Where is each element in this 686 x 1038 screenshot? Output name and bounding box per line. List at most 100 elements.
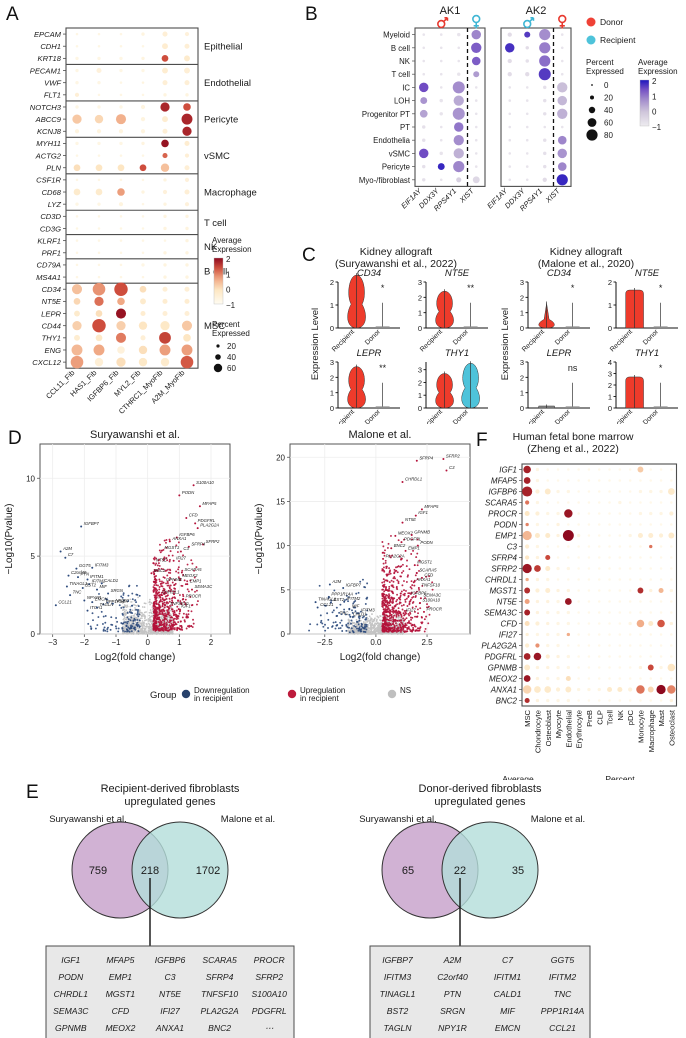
panel-d-gene-label-down: PTN xyxy=(81,572,90,577)
panel-a-dot xyxy=(119,239,123,242)
panel-d-point-down xyxy=(136,619,139,621)
panel-f-dot xyxy=(636,685,645,694)
panel-d-point-ns xyxy=(347,632,350,635)
panel-d-point-up xyxy=(189,595,192,598)
panel-a-dot xyxy=(184,202,190,207)
panel-f-dot xyxy=(577,633,580,636)
panel-d-point-ns xyxy=(347,624,350,627)
female-icon xyxy=(472,14,481,24)
panel-d-point-up xyxy=(390,534,392,537)
panel-f-color-legend-title: Average xyxy=(502,774,534,780)
panel-f-dot xyxy=(628,479,632,482)
panel-d-point-up xyxy=(191,626,194,629)
panel-b-dot xyxy=(508,152,512,155)
panel-a-dot xyxy=(97,239,101,242)
panel-b-dot xyxy=(524,31,531,38)
panel-d-point-up xyxy=(169,558,171,561)
panel-d-point-up xyxy=(163,606,166,609)
panel-a-gene-label: PLN xyxy=(46,164,61,173)
panel-b-dot xyxy=(557,82,568,93)
panel-b-dot xyxy=(525,165,529,168)
panel-b-dot xyxy=(453,148,464,159)
panel-d-point-up xyxy=(402,617,405,620)
panel-d-gene-label-down: IFITM2 xyxy=(92,579,106,584)
panel-d-point-down xyxy=(136,613,139,616)
panel-d-point-up xyxy=(158,628,160,631)
panel-f-dot xyxy=(649,523,653,526)
panel-d-gene-label-down: A2M xyxy=(331,579,341,584)
panel-a-dot xyxy=(181,344,193,356)
panel-d-point-up xyxy=(169,584,172,587)
panel-d-point-up xyxy=(414,594,417,597)
panel-d-point-up xyxy=(183,619,186,622)
panel-d-point-ns xyxy=(392,632,395,635)
panel-d-point-down xyxy=(345,629,348,632)
panel-d-point-ns xyxy=(149,609,152,611)
panel-b-dot xyxy=(456,177,462,183)
panel-d-point-down xyxy=(354,610,357,613)
panel-f-dot xyxy=(546,511,550,516)
panel-d-point-up xyxy=(393,614,396,617)
panel-f-dot xyxy=(618,545,622,548)
panel-d-point-up xyxy=(190,559,193,562)
panel-e-gene-name: IGFBP6 xyxy=(155,955,186,965)
panel-d-point-up xyxy=(160,582,163,585)
panel-d-point-down xyxy=(354,606,357,609)
panel-f-dot xyxy=(597,611,601,614)
panel-d-point-up xyxy=(155,606,158,609)
panel-d-point-ns xyxy=(358,624,361,627)
panel-c-xaxis-label: Recipient xyxy=(331,328,356,353)
panel-a-dot xyxy=(163,263,167,267)
panel-a-dot xyxy=(119,141,123,146)
panel-c-violin xyxy=(653,302,668,328)
panel-d-point-up xyxy=(155,602,158,605)
panel-f-dot xyxy=(567,523,570,526)
panel-d-point-down xyxy=(131,598,134,601)
panel-d-point-up xyxy=(407,626,410,628)
panel-d-point-ns xyxy=(130,620,133,623)
panel-f-dot xyxy=(618,523,622,526)
panel-f-gene-label: IFI27 xyxy=(499,631,518,640)
panel-c-xaxis-label: Recipient xyxy=(521,328,546,353)
panel-a-dot xyxy=(140,129,146,134)
panel-d-point-up xyxy=(391,608,394,611)
panel-d-point-up xyxy=(153,596,156,599)
panel-d-point-up xyxy=(412,626,415,629)
panel-f-dot xyxy=(670,545,673,548)
panel-a-dot xyxy=(74,92,80,97)
panel-d-point-ns xyxy=(143,621,145,624)
panel-e-gene-name: IGFBP7 xyxy=(382,955,414,965)
panel-d-point-up xyxy=(159,543,161,546)
panel-f-dot xyxy=(556,588,560,593)
panel-d-point-ns xyxy=(162,633,165,635)
panel-d-point-down xyxy=(352,631,355,634)
panel-d-point-down xyxy=(357,612,360,615)
panel-c-flat-base xyxy=(565,406,580,408)
panel-f-gene-label: IGF1 xyxy=(499,466,517,475)
panel-d-point-ns xyxy=(148,627,151,630)
panel-f-dot xyxy=(670,556,673,559)
panel-a-dot xyxy=(162,311,168,317)
panel-e-letter: E xyxy=(26,782,39,803)
panel-d-point-up xyxy=(397,612,400,615)
panel-f-dot xyxy=(658,587,664,594)
panel-e-set-b-label: Malone et al. xyxy=(531,814,585,825)
panel-d-point-down xyxy=(347,596,350,599)
panel-d-point-up xyxy=(170,588,173,591)
panel-d-point-down xyxy=(124,621,127,624)
panel-f-dot xyxy=(659,644,663,647)
panel-e-gene-name: TAGLN xyxy=(383,1023,412,1033)
panel-b-celltype-label: Endothelia xyxy=(373,136,411,145)
panel-c-ytick-label: 1 xyxy=(608,393,612,402)
panel-d-gene-label-up: SFRP2 xyxy=(206,539,220,544)
panel-f-dot xyxy=(556,676,560,681)
panel-b-dot xyxy=(452,81,465,94)
panel-f-dot xyxy=(524,598,530,605)
panel-d-point-up xyxy=(427,622,430,625)
panel-d-point-up xyxy=(411,629,413,632)
panel-d-point-ns xyxy=(347,619,350,622)
panel-f-dot xyxy=(587,545,591,548)
panel-f-dot xyxy=(597,501,601,504)
panel-d-point-up xyxy=(384,561,387,564)
panel-b-dotplot: Myeloid B cell NK T cell IC LOH Progenitor PT P… xyxy=(300,0,686,240)
